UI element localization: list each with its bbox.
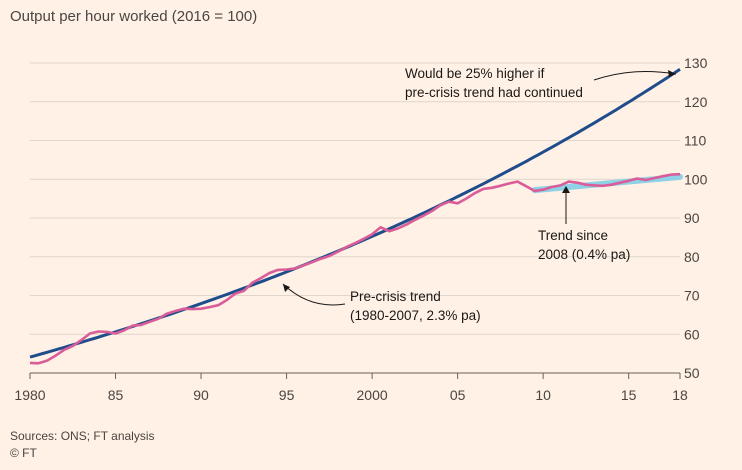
grid-lines: [30, 62, 680, 335]
y-tick-label: 120: [684, 94, 708, 110]
recent-trend-label-arrowhead: [562, 186, 570, 193]
chart-title: Output per hour worked (2016 = 100): [10, 8, 258, 25]
annotation-25pct-arrowhead: [668, 70, 676, 77]
annotation-25pct-line-1: Would be 25% higher if: [405, 66, 545, 81]
source-note: Sources: ONS; FT analysis: [10, 429, 155, 443]
y-tick-label: 60: [684, 326, 700, 342]
precrisis-label-line-2: (1980-2007, 2.3% pa): [350, 308, 481, 323]
x-tick-label: 05: [450, 387, 466, 403]
y-tick-label: 100: [684, 171, 708, 187]
y-tick-label: 80: [684, 249, 700, 265]
recent-trend-label-line-2: 2008 (0.4% pa): [538, 247, 630, 262]
x-tick-label: 15: [621, 387, 637, 403]
recent-trend-label-line-1: Trend since: [538, 228, 608, 243]
y-axis-ticks: 50 60 70 80 90 100 110 120 130: [684, 55, 708, 381]
x-tick-label: 85: [108, 387, 124, 403]
y-tick-label: 70: [684, 288, 700, 304]
ft-credit: © FT: [10, 446, 37, 460]
x-tick-label: 90: [193, 387, 209, 403]
y-tick-label: 110: [684, 133, 707, 149]
x-tick-label: 1980: [14, 387, 45, 403]
y-tick-label: 130: [684, 55, 708, 71]
source-block: Sources: ONS; FT analysis © FT: [10, 428, 155, 462]
x-tick-label: 10: [535, 387, 551, 403]
x-tick-label: 95: [279, 387, 295, 403]
y-tick-label: 90: [684, 210, 700, 226]
precrisis-label-arrowhead: [283, 284, 290, 292]
annotation-25pct-line-2: pre-crisis trend had continued: [405, 85, 583, 100]
precrisis-label-line-1: Pre-crisis trend: [350, 289, 441, 304]
y-tick-label: 50: [684, 365, 700, 381]
precrisis-label-arrow: [282, 283, 346, 306]
actual-output-line: [29, 172, 681, 365]
annotation-25pct-arrow: [593, 71, 677, 81]
x-tick-label: 2000: [357, 387, 388, 403]
x-axis-ticks: 1980 85 90 95 2000 05 10 15 18: [14, 373, 688, 403]
x-tick-label: 18: [672, 387, 688, 403]
